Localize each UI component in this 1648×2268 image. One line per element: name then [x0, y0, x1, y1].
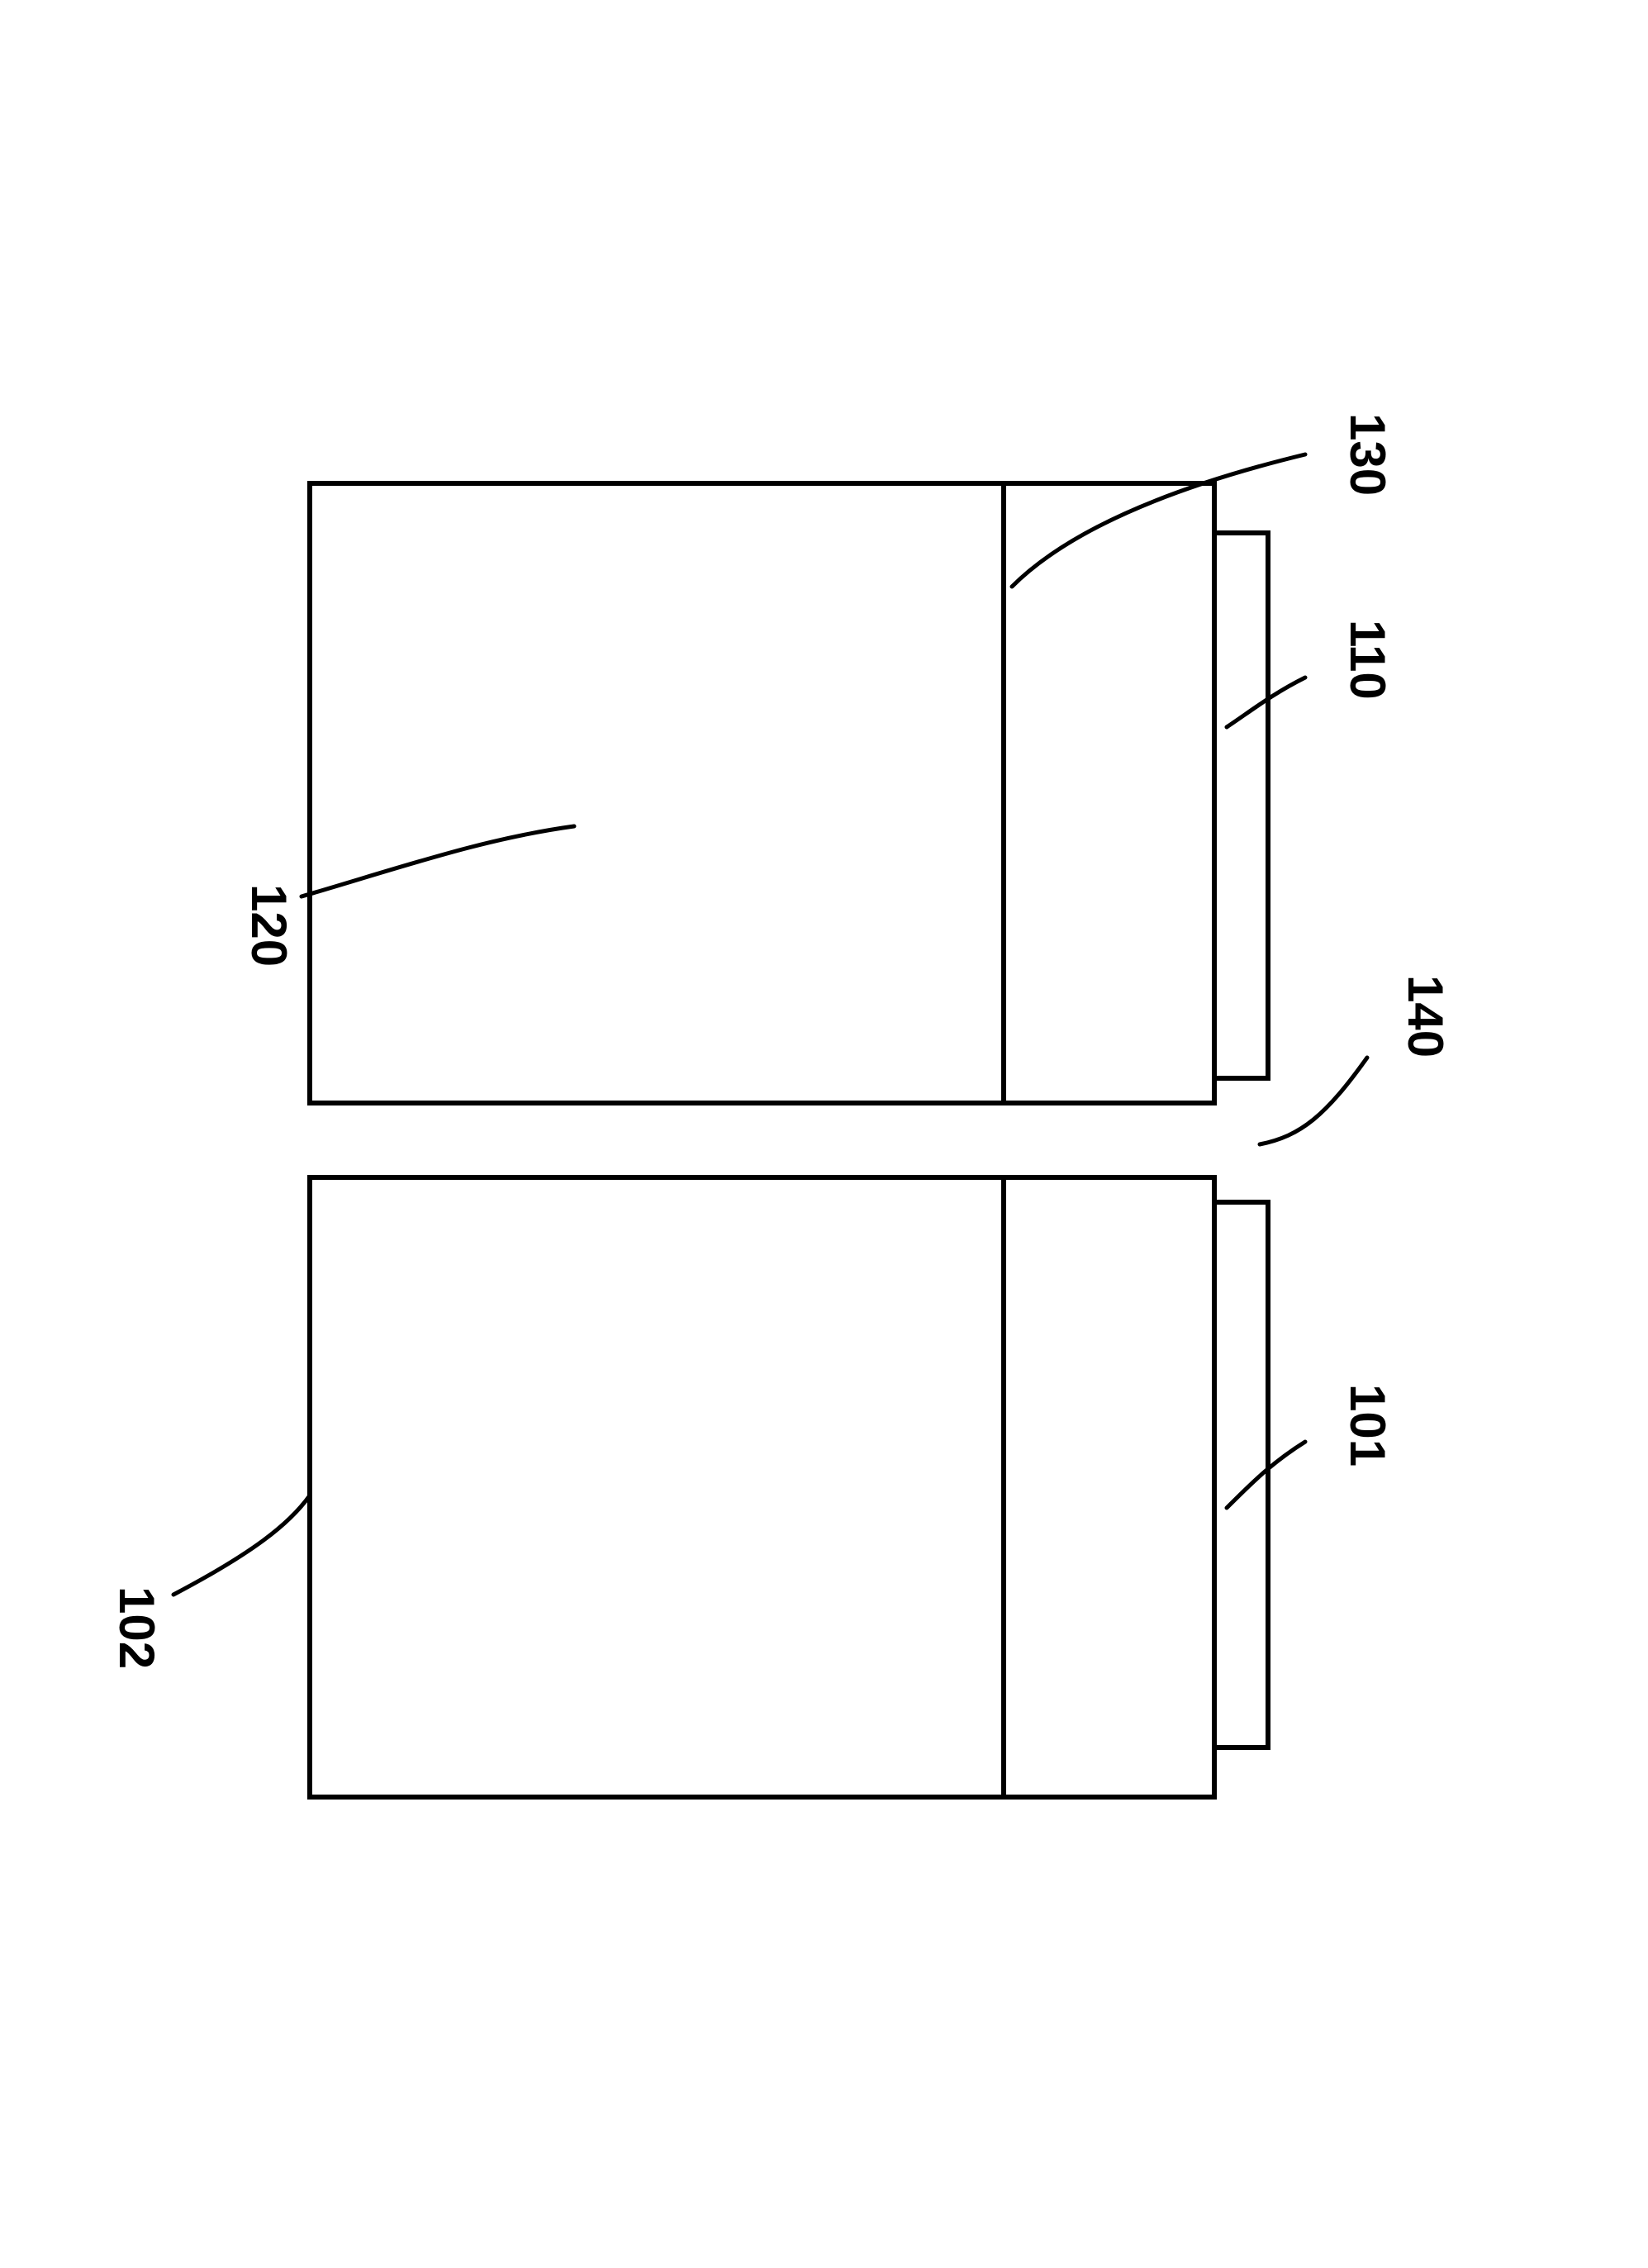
label-130: 130 — [1340, 413, 1395, 496]
label-140: 140 — [1398, 975, 1453, 1058]
label-110: 110 — [1340, 620, 1395, 700]
figure-svg: 130110140101120102Fig. 1C — [0, 0, 1648, 2268]
label-120: 120 — [241, 884, 297, 967]
figure-1c-page: 130110140101120102Fig. 1C — [0, 0, 1648, 2268]
label-102: 102 — [109, 1586, 164, 1669]
label-101: 101 — [1340, 1384, 1395, 1467]
